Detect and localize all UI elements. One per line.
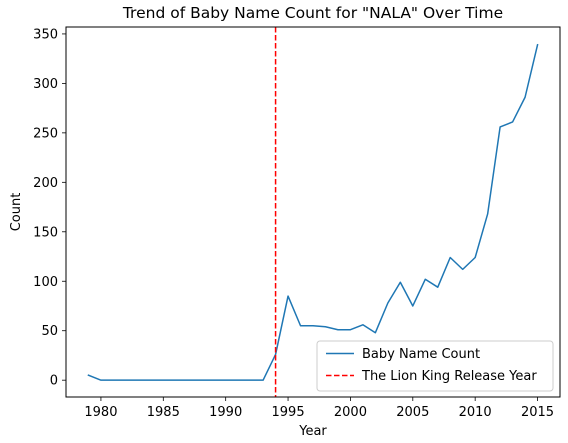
y-axis-ticks: 0 50 100 150 200 250 300 350 <box>33 27 66 389</box>
legend-entry-series: Baby Name Count <box>362 347 480 362</box>
x-axis-ticks: 1980 1985 1990 1995 2000 2005 2010 2015 <box>84 397 554 420</box>
x-tick-label: 1980 <box>84 405 117 420</box>
y-tick-label: 300 <box>33 77 58 92</box>
y-axis-label: Count <box>9 193 24 232</box>
x-tick-label: 2010 <box>459 405 492 420</box>
y-tick-label: 100 <box>33 275 58 290</box>
y-tick-label: 350 <box>33 27 58 42</box>
x-axis-label: Year <box>298 424 327 439</box>
x-tick-label: 2000 <box>334 405 367 420</box>
y-tick-label: 250 <box>33 126 58 141</box>
x-tick-label: 1995 <box>272 405 305 420</box>
x-tick-label: 2015 <box>521 405 554 420</box>
series-line-0 <box>87 43 539 381</box>
plot-area <box>65 26 561 398</box>
legend: Baby Name Count The Lion King Release Ye… <box>316 340 554 392</box>
legend-entry-reference: The Lion King Release Year <box>361 369 537 384</box>
legend-frame <box>316 340 554 392</box>
y-tick-label: 50 <box>41 324 58 339</box>
x-tick-label: 1985 <box>147 405 180 420</box>
plot-frame <box>65 26 561 398</box>
y-tick-label: 0 <box>50 374 58 389</box>
y-tick-label: 150 <box>33 225 58 240</box>
x-tick-label: 2005 <box>396 405 429 420</box>
series-layer <box>87 43 539 381</box>
chart-title: Trend of Baby Name Count for "NALA" Over… <box>122 4 503 22</box>
y-tick-label: 200 <box>33 176 58 191</box>
x-tick-label: 1990 <box>209 405 242 420</box>
